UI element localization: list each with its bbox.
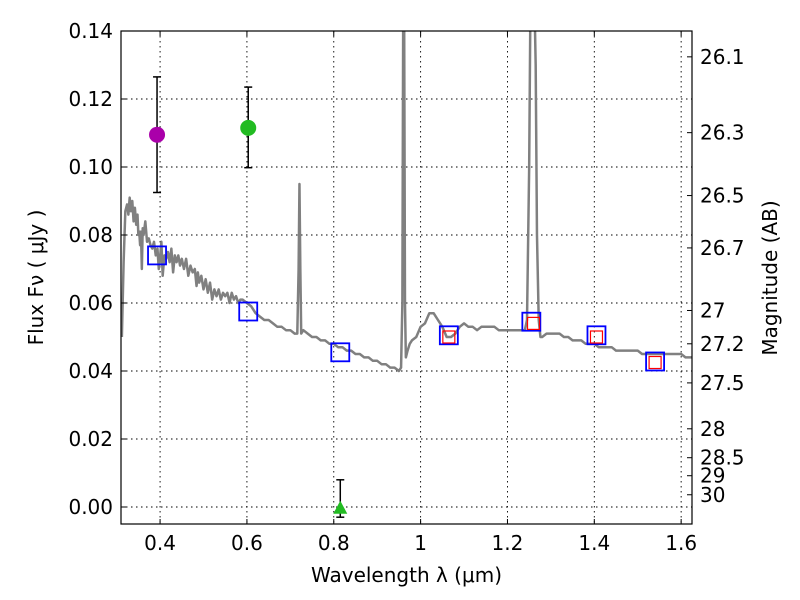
y-tick-label: 0.04 (68, 359, 113, 383)
x-tick-label: 1.2 (492, 531, 524, 555)
series-layer (121, 31, 692, 373)
mag-tick-label: 26.1 (700, 45, 745, 69)
x-tick-label: 0.4 (144, 531, 176, 555)
model-flux-square (330, 342, 351, 363)
y-tick-label: 0.00 (68, 495, 113, 519)
mag-tick-label: 26.3 (700, 121, 745, 145)
model-flux-square (521, 311, 542, 332)
y-tick-label: 0.14 (68, 19, 113, 43)
y-tick-label: 0.10 (68, 155, 113, 179)
model-flux-square (238, 301, 259, 322)
model-flux-square (586, 325, 607, 346)
marker-layer (147, 76, 665, 518)
y-tick-label: 0.08 (68, 223, 113, 247)
photometry-point (240, 119, 257, 136)
x-tick-label: 0.8 (318, 531, 350, 555)
mag-tick-label: 28.5 (700, 446, 745, 470)
mag-tick-label: 27.2 (700, 332, 745, 356)
mag-tick-label: 26.7 (700, 236, 745, 260)
observed-flux-square (589, 330, 604, 344)
mag-tick-label: 28 (700, 417, 725, 441)
upper-limit-marker (333, 500, 348, 514)
y-axis-label: Flux Fν ( μJy ) (24, 210, 48, 346)
x-tick-label: 1.4 (578, 531, 610, 555)
photometry-point (149, 126, 166, 143)
observed-flux-square (526, 316, 541, 330)
model-flux-square (438, 325, 459, 346)
observed-flux-square (648, 355, 662, 370)
grid-layer (121, 30, 692, 524)
model-flux-square (645, 351, 665, 372)
model-flux-square (147, 245, 167, 266)
y-tick-label: 0.06 (68, 291, 113, 315)
mag-tick-label: 26.5 (700, 184, 745, 208)
x-tick-label: 1 (414, 531, 427, 555)
mag-tick-label: 27.5 (700, 371, 745, 395)
y-tick-label: 0.02 (68, 427, 113, 451)
y-axis-right-label: Magnitude (AB) (758, 200, 782, 355)
tick-layer: 0.4 0.6 0.8 1 1.2 1.4 1.6 0.00 0.02 0.04 0.06 0.08 0… (68, 19, 744, 555)
observed-flux-square (442, 330, 456, 344)
mag-tick-label: 27 (700, 298, 725, 322)
x-axis-label: Wavelength λ (μm) (311, 563, 502, 587)
mag-tick-label: 30 (700, 483, 725, 507)
mag-tick-label: 29 (700, 464, 725, 488)
plot-frame (120, 30, 693, 525)
x-tick-label: 0.6 (231, 531, 263, 555)
spectrum-line (121, 31, 692, 373)
y-tick-label: 0.12 (68, 87, 113, 111)
x-tick-label: 1.6 (665, 531, 697, 555)
